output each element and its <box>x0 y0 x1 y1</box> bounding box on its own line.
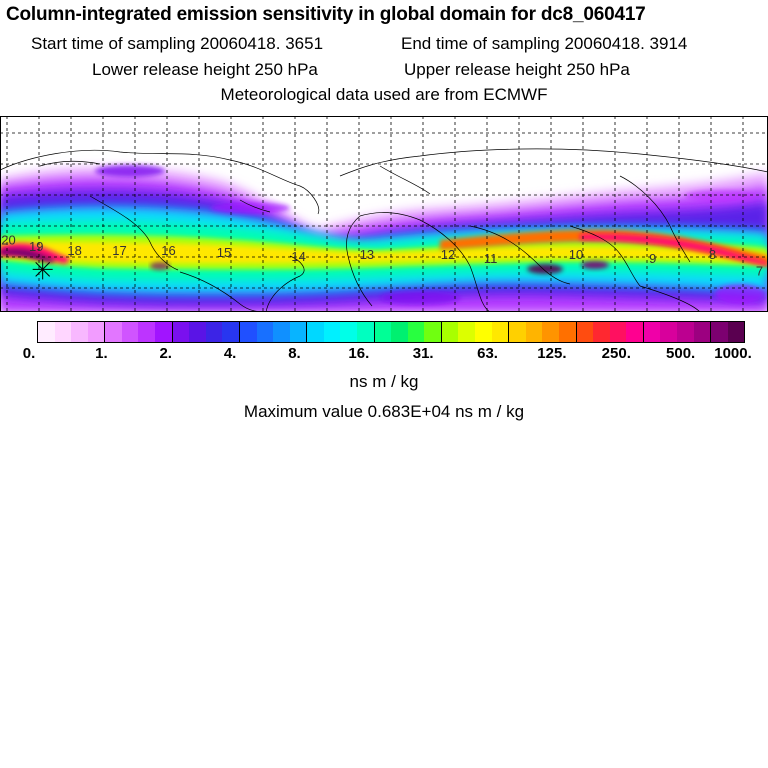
colorbar-swatch <box>727 322 745 342</box>
day-label: 17 <box>112 243 126 258</box>
colorbar-swatch <box>491 322 510 342</box>
units-label: ns m / kg <box>349 372 419 391</box>
map-title: Column-integrated emission sensitivity i… <box>6 4 646 25</box>
lat-lon-grid <box>0 116 768 312</box>
colorbar <box>37 321 745 343</box>
colorbar-swatch <box>155 322 173 342</box>
day-label: 11 <box>484 251 498 266</box>
colorbar-tick-label: 0. <box>22 345 36 362</box>
colorbar-swatch <box>307 322 324 342</box>
colorbar-swatch <box>558 322 577 342</box>
day-label: 14 <box>291 249 305 264</box>
day-label: 13 <box>360 247 374 262</box>
colorbar-swatch <box>273 322 290 342</box>
sensitivity-field <box>0 165 768 312</box>
colorbar-swatch <box>626 322 644 342</box>
colorbar-swatch <box>391 322 408 342</box>
day-label: 15 <box>217 245 231 260</box>
day-label: 9 <box>649 251 656 266</box>
colorbar-swatch <box>71 322 88 342</box>
day-label: 7 <box>756 264 763 279</box>
colorbar-swatch <box>38 322 55 342</box>
upper-release-label: Upper release height 250 hPa <box>404 60 630 79</box>
colorbar-tick-label: 250. <box>601 345 631 362</box>
day-label: 19 <box>29 239 43 254</box>
colorbar-swatch <box>54 322 72 342</box>
colorbar-swatch <box>222 322 240 342</box>
colorbar-swatch <box>593 322 610 342</box>
colorbar-swatch <box>643 322 661 342</box>
colorbar-swatch <box>172 322 190 342</box>
colorbar-ticks: 0. 1. 2. 4. 8. 16. 31. 63. 125. 250. 500. 1000. <box>0 345 768 365</box>
colorbar-swatch <box>138 322 156 342</box>
colorbar-swatch <box>676 322 694 342</box>
release-marker <box>32 259 53 280</box>
start-time-label: Start time of sampling 20060418. 3651 <box>31 34 324 53</box>
colorbar-swatch <box>105 322 122 342</box>
end-time-label: End time of sampling 20060418. 3914 <box>401 34 688 53</box>
colorbar-tick-label: 8. <box>288 345 301 362</box>
day-labels: 20 19 18 17 16 15 14 13 12 11 10 9 8 7 <box>1 233 763 279</box>
colorbar-tick-label: 1000. <box>714 345 752 362</box>
colorbar-swatch <box>424 322 442 342</box>
colorbar-swatch <box>525 322 543 342</box>
emission-sensitivity-map: 20 19 18 17 16 15 14 13 12 11 10 9 8 7 <box>0 116 768 312</box>
colorbar-swatch <box>323 322 341 342</box>
coastlines <box>0 148 768 312</box>
day-label: 8 <box>709 247 716 262</box>
colorbar-swatch <box>475 322 492 342</box>
day-label: 12 <box>441 247 455 262</box>
colorbar-tick-label: 500. <box>666 345 696 362</box>
colorbar-swatch <box>509 322 526 342</box>
colorbar-tick-label: 16. <box>348 345 370 362</box>
day-label: 18 <box>67 243 81 258</box>
colorbar-swatch <box>407 322 425 342</box>
colorbar-swatch <box>542 322 559 342</box>
colorbar-swatch <box>609 322 627 342</box>
day-label: 20 <box>1 233 15 248</box>
colorbar-swatch <box>289 322 308 342</box>
colorbar-swatch <box>205 322 223 342</box>
colorbar-tick-label: 2. <box>159 345 172 362</box>
colorbar-swatch <box>340 322 357 342</box>
lower-release-label: Lower release height 250 hPa <box>92 60 318 79</box>
colorbar-swatch <box>189 322 206 342</box>
release-marker-stroke <box>35 262 51 277</box>
day-label: 16 <box>161 243 175 258</box>
met-data-label: Meteorological data used are from ECMWF <box>220 85 548 104</box>
colorbar-swatch <box>87 322 106 342</box>
colorbar-swatch <box>576 322 594 342</box>
day-label: 10 <box>569 247 583 262</box>
colorbar-swatch <box>356 322 375 342</box>
colorbar-swatch <box>121 322 139 342</box>
colorbar-swatch <box>239 322 257 342</box>
colorbar-swatch <box>693 322 712 342</box>
max-value-label: Maximum value 0.683E+04 ns m / kg <box>243 402 525 421</box>
colorbar-tick-label: 125. <box>537 345 567 362</box>
colorbar-swatch <box>374 322 392 342</box>
colorbar-swatch <box>660 322 677 342</box>
colorbar-swatch <box>441 322 459 342</box>
colorbar-tick-label: 63. <box>477 345 498 362</box>
colorbar-tick-label: 4. <box>223 345 237 362</box>
colorbar-swatch <box>458 322 476 342</box>
colorbar-tick-label: 31. <box>412 345 434 362</box>
colorbar-swatch <box>711 322 728 342</box>
colorbar-swatch <box>256 322 274 342</box>
colorbar-tick-label: 1. <box>95 345 108 362</box>
